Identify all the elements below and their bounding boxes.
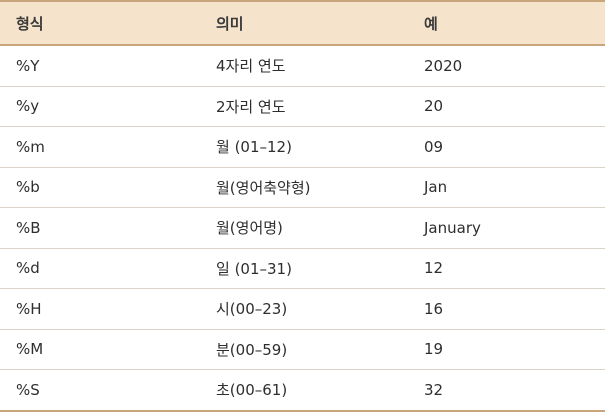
cell-example: January: [408, 207, 605, 249]
table-row: %m 월 (01–12) 09: [0, 126, 605, 168]
table-row: %B 월(영어명) January: [0, 207, 605, 249]
cell-example: 19: [408, 329, 605, 370]
cell-meaning: 4자리 연도: [200, 45, 408, 87]
table-row: %d 일 (01–31) 12: [0, 248, 605, 289]
table-row: %b 월(영어축약형) Jan: [0, 167, 605, 208]
table-row: %M 분(00–59) 19: [0, 329, 605, 370]
table-header: 형식 의미 예: [0, 0, 605, 46]
cell-meaning: 분(00–59): [200, 329, 408, 370]
table-row: %Y 4자리 연도 2020: [0, 45, 605, 87]
header-format: 형식: [0, 0, 200, 46]
cell-format: %Y: [0, 45, 200, 87]
cell-format: %b: [0, 167, 200, 208]
cell-example: 09: [408, 126, 605, 168]
cell-format: %H: [0, 288, 200, 330]
cell-meaning: 일 (01–31): [200, 248, 408, 289]
cell-meaning: 시(00–23): [200, 288, 408, 330]
cell-meaning: 월(영어명): [200, 207, 408, 249]
table-row: %H 시(00–23) 16: [0, 288, 605, 330]
cell-format: %M: [0, 329, 200, 370]
cell-format: %d: [0, 248, 200, 289]
cell-meaning: 월(영어축약형): [200, 167, 408, 208]
cell-format: %S: [0, 369, 200, 412]
table-row: %y 2자리 연도 20: [0, 86, 605, 127]
cell-example: 32: [408, 369, 605, 412]
table-row: %S 초(00–61) 32: [0, 369, 605, 412]
cell-meaning: 초(00–61): [200, 369, 408, 412]
cell-example: 16: [408, 288, 605, 330]
cell-example: 20: [408, 86, 605, 127]
cell-format: %y: [0, 86, 200, 127]
cell-meaning: 2자리 연도: [200, 86, 408, 127]
cell-example: Jan: [408, 167, 605, 208]
cell-format: %m: [0, 126, 200, 168]
cell-format: %B: [0, 207, 200, 249]
header-meaning: 의미: [200, 0, 408, 46]
cell-example: 12: [408, 248, 605, 289]
cell-meaning: 월 (01–12): [200, 126, 408, 168]
table-body: %Y 4자리 연도 2020 %y 2자리 연도 20 %m 월 (01–12)…: [0, 45, 605, 412]
cell-example: 2020: [408, 45, 605, 87]
header-example: 예: [408, 0, 605, 46]
header-row: 형식 의미 예: [0, 0, 605, 46]
